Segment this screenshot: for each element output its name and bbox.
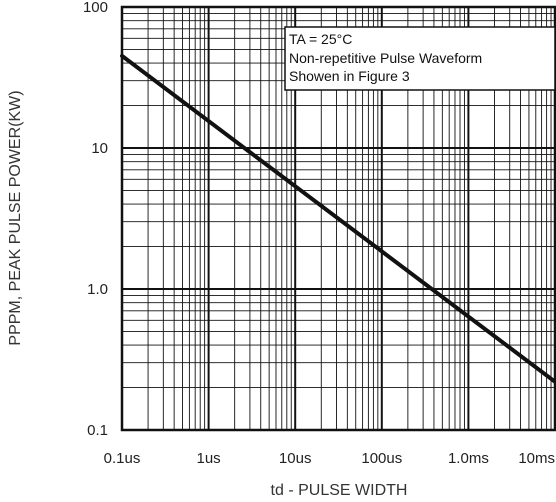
series-line-0	[120, 53, 556, 384]
plot-frame	[120, 5, 556, 432]
annotation-line-1: TA = 25°C	[289, 31, 352, 47]
annotation-line-3: Showen in Figure 3	[289, 68, 410, 84]
x-tick-label: 0.1us	[104, 450, 141, 467]
x-axis-title: td - PULSE WIDTH	[271, 482, 408, 499]
x-tick-label: 10us	[279, 450, 312, 467]
series-group	[120, 53, 556, 384]
y-tick-labels: 100 10 1.0 0.1	[83, 0, 108, 439]
annotation-box: TA = 25°C Non-repetitive Pulse Waveform …	[284, 26, 556, 91]
annotation-background	[284, 26, 556, 91]
y-tick-label: 10	[91, 140, 108, 157]
x-tick-label: 100us	[361, 450, 402, 467]
annotation-line-2: Non-repetitive Pulse Waveform	[289, 50, 482, 66]
y-tick-label: 0.1	[87, 422, 108, 439]
y-tick-label: 1.0	[87, 281, 108, 298]
y-tick-label: 100	[83, 0, 108, 16]
y-axis-title: PPPM, PEAK PULSE POWER(KW)	[7, 90, 24, 345]
x-tick-label: 1us	[197, 450, 221, 467]
x-tick-label: 10ms	[518, 450, 555, 467]
x-tick-labels: 0.1us 1us 10us 100us 1.0ms 10ms	[104, 450, 555, 467]
x-tick-label: 1.0ms	[448, 450, 489, 467]
grid	[121, 7, 555, 431]
